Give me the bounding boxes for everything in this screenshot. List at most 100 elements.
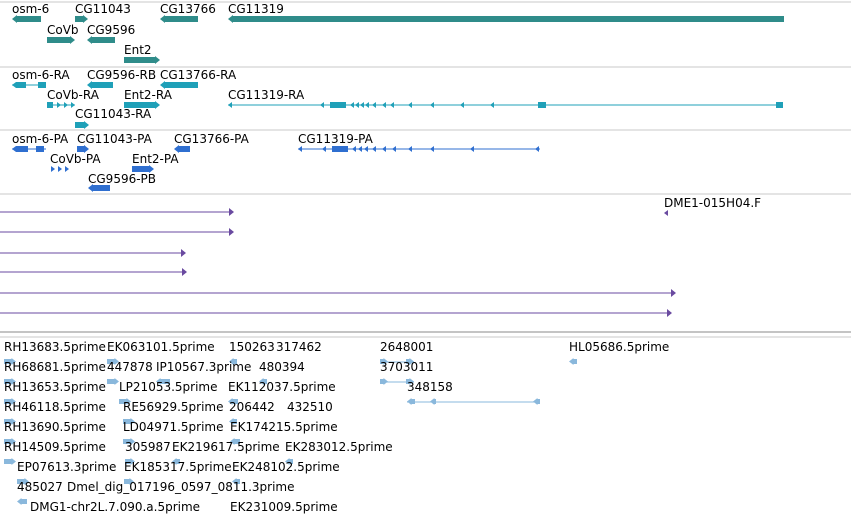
est-feature[interactable]: EK219617.5prime [172, 440, 280, 465]
strand-arrow-icon [155, 56, 160, 64]
transcript-covb-ra[interactable]: CoVb-RA [47, 88, 100, 108]
feature-label: IP10567.3prime [156, 360, 251, 374]
transcript-cg9596-rb[interactable]: CG9596-RB [87, 68, 156, 89]
est-feature[interactable]: RH13653.5prime [4, 380, 106, 405]
est-feature[interactable]: DMG1-chr2L.7.090.a.5prime [30, 500, 200, 514]
feature-block [107, 379, 116, 384]
clone-alignment[interactable] [0, 268, 187, 276]
est-feature[interactable]: EK174215.5prime [230, 420, 338, 445]
est-feature[interactable]: 150263 [229, 340, 275, 365]
strand-arrow-icon [460, 102, 464, 108]
est-feature[interactable]: EP07613.3prime [17, 460, 116, 485]
est-feature[interactable]: 317462 [276, 340, 322, 354]
gene-cg13766[interactable]: CG13766 [160, 2, 216, 23]
est-feature[interactable]: 348158 [407, 380, 540, 405]
strand-arrow-icon [12, 82, 16, 88]
strand-arrow-icon [352, 146, 356, 152]
feature-label: CoVb-PA [50, 152, 101, 166]
feature-label: CG9596-RB [87, 68, 156, 82]
gene-osm6[interactable]: osm-6 [12, 2, 49, 23]
strand-arrow-icon [259, 378, 264, 385]
clone-alignment[interactable] [0, 289, 676, 297]
est-feature[interactable]: Dmel_dig_017196_0597_0811.3prime [67, 480, 295, 494]
transcript-cg11043-ra[interactable]: CG11043-RA [75, 107, 152, 129]
clone-alignment[interactable] [0, 208, 234, 216]
clone-alignment[interactable] [0, 309, 672, 317]
est-feature[interactable]: EK112037.5prime [228, 380, 336, 405]
est-feature[interactable]: 305987 [125, 440, 171, 465]
transcript-ent2-ra[interactable]: Ent2-RA [124, 88, 173, 109]
feature-block [231, 399, 238, 404]
gene-cg9596[interactable]: CG9596 [87, 23, 135, 44]
strand-arrow-icon [533, 398, 538, 405]
feature-block [92, 185, 110, 191]
gene-covb[interactable]: CoVb [47, 23, 79, 44]
strand-arrow-icon [355, 102, 359, 108]
est-feature[interactable]: RH14509.5prime [4, 440, 106, 465]
feature-block [178, 146, 190, 152]
transcript-osm6-ra[interactable]: osm-6-RA [12, 68, 70, 88]
protein-covb-pa[interactable]: CoVb-PA [50, 152, 101, 172]
feature-label: 3703011 [380, 360, 433, 374]
strand-arrow-icon [88, 184, 93, 192]
gene-cg11319[interactable]: CG11319 [228, 2, 784, 23]
gene-ent2[interactable]: Ent2 [124, 43, 160, 64]
est-feature[interactable]: 2648001 [380, 340, 433, 365]
est-feature[interactable]: 206442 [229, 400, 275, 425]
feature-block [262, 379, 267, 384]
est-feature[interactable]: 485027 [17, 480, 63, 505]
feature-block [406, 359, 411, 364]
est-feature[interactable]: EK283012.5prime [285, 440, 393, 465]
feature-label: osm-6-PA [12, 132, 69, 146]
exon [538, 102, 546, 108]
feature-label: CG11043-PA [77, 132, 153, 146]
strand-arrow-icon [87, 36, 92, 44]
gene-cg11043[interactable]: CG11043 [75, 2, 131, 23]
feature-block [77, 146, 85, 152]
clone-alignment[interactable] [0, 249, 186, 257]
feature-block [123, 439, 132, 444]
strand-arrow-icon [408, 146, 412, 152]
est-feature[interactable]: HL05686.5prime [569, 340, 669, 365]
est-feature[interactable]: EK248102.5prime [232, 460, 340, 485]
est-feature[interactable]: RH46118.5prime [4, 400, 106, 425]
est-feature[interactable]: 447878 [107, 360, 153, 385]
protein-cg13766-pa[interactable]: CG13766-PA [174, 132, 250, 153]
est-feature[interactable]: EK231009.5prime [230, 500, 338, 514]
feature-block [410, 399, 415, 404]
protein-osm6-pa[interactable]: osm-6-PA [12, 132, 69, 152]
est-feature[interactable]: 480394 [259, 360, 305, 385]
protein-cg11319-pa[interactable]: CG11319-PA [298, 132, 540, 152]
feature-label: LD04971.5prime [123, 420, 224, 434]
est-feature[interactable]: RH13690.5prime [4, 420, 106, 445]
clone-dme1[interactable]: DME1-015H04.F [664, 196, 761, 216]
est-feature[interactable]: LD04971.5prime [123, 420, 224, 445]
est-feature[interactable]: EK063101.5prime [107, 340, 215, 365]
est-feature[interactable]: 432510 [287, 400, 333, 414]
protein-ent2-pa[interactable]: Ent2-PA [132, 152, 179, 173]
feature-block [119, 399, 128, 404]
strand-arrow-icon [408, 102, 412, 108]
est-feature[interactable]: 3703011 [380, 360, 433, 385]
est-feature[interactable]: RH68681.5prime [4, 360, 106, 385]
feature-label: EK112037.5prime [228, 380, 336, 394]
est-feature[interactable]: LP21053.5prime [119, 380, 218, 405]
strand-arrow-icon [298, 146, 302, 152]
est-feature[interactable]: EK185317.5prime [124, 460, 232, 485]
est-feature[interactable]: IP10567.3prime [156, 360, 251, 385]
strand-arrow-icon [160, 81, 165, 89]
feature-label: RE56929.5prime [123, 400, 224, 414]
feature-block [232, 16, 784, 22]
strand-arrow-icon [172, 458, 177, 465]
clone-alignment[interactable] [0, 228, 234, 236]
strand-arrow-icon [229, 418, 234, 425]
transcript-cg11319-ra[interactable]: CG11319-RA [228, 88, 783, 108]
est-feature[interactable]: RE56929.5prime [123, 400, 224, 425]
strand-arrow-icon [130, 438, 135, 445]
feature-block [124, 57, 156, 63]
feature-label: CoVb [47, 23, 79, 37]
protein-cg11043-pa[interactable]: CG11043-PA [77, 132, 153, 153]
transcript-cg13766-ra[interactable]: CG13766-RA [160, 68, 237, 89]
est-feature[interactable]: RH13683.5prime [4, 340, 106, 365]
protein-cg9596-pb[interactable]: CG9596-PB [88, 172, 156, 192]
